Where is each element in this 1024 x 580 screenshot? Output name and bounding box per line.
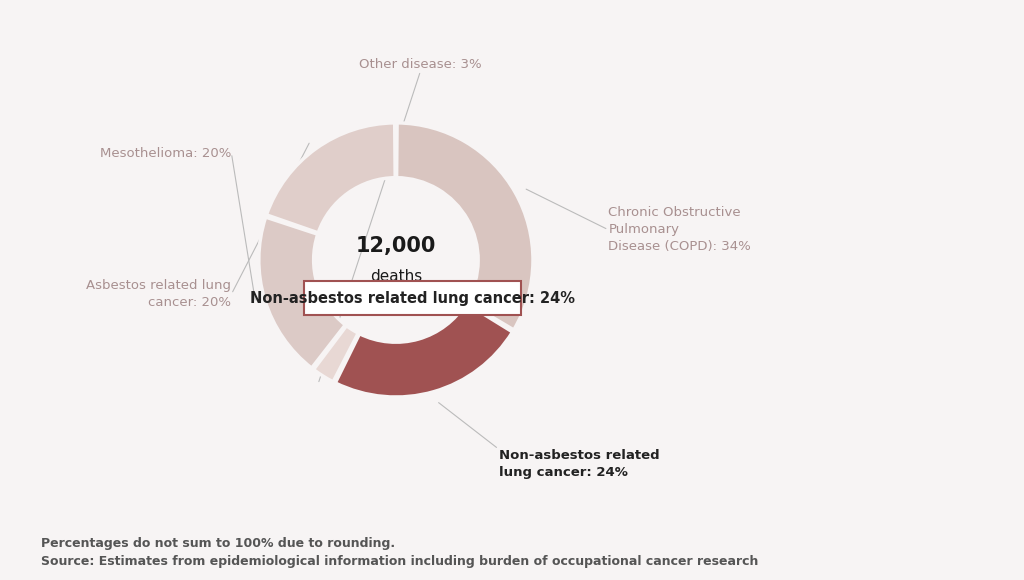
Text: 12,000: 12,000 — [355, 236, 436, 256]
FancyBboxPatch shape — [304, 281, 520, 316]
Wedge shape — [259, 217, 345, 368]
Wedge shape — [335, 303, 513, 397]
Text: Percentages do not sum to 100% due to rounding.
Source: Estimates from epidemiol: Percentages do not sum to 100% due to ro… — [41, 538, 759, 568]
Wedge shape — [396, 123, 532, 330]
Text: Chronic Obstructive
Pulmonary
Disease (COPD): 34%: Chronic Obstructive Pulmonary Disease (C… — [608, 206, 752, 253]
Text: Other disease: 3%: Other disease: 3% — [359, 58, 482, 71]
Text: Non-asbestos related
lung cancer: 24%: Non-asbestos related lung cancer: 24% — [499, 449, 659, 479]
Wedge shape — [313, 326, 358, 382]
Wedge shape — [266, 123, 395, 233]
Text: Mesothelioma: 20%: Mesothelioma: 20% — [100, 147, 231, 160]
Text: deaths: deaths — [370, 269, 422, 284]
Text: Asbestos related lung
cancer: 20%: Asbestos related lung cancer: 20% — [86, 279, 231, 309]
Text: Non-asbestos related lung cancer: 24%: Non-asbestos related lung cancer: 24% — [250, 291, 574, 306]
